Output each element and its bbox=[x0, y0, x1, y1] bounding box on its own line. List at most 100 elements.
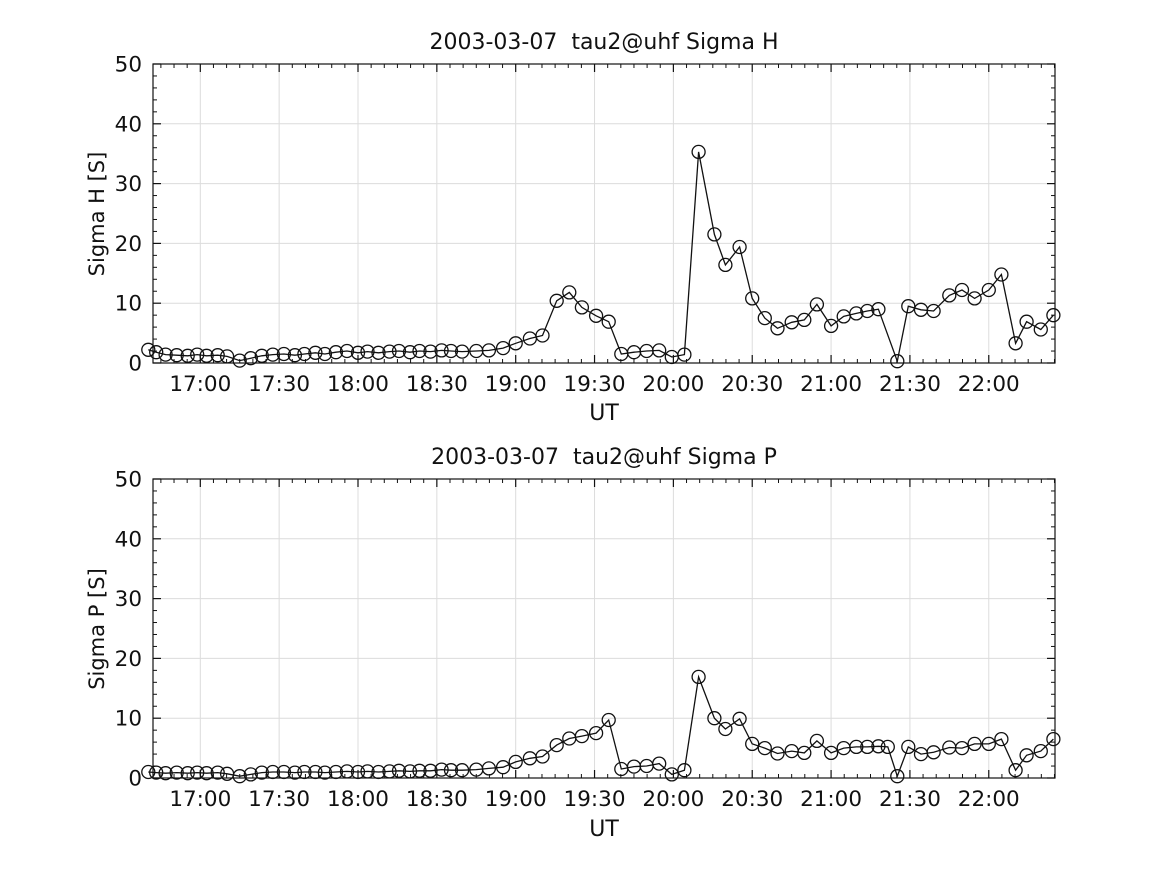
sigma-p-x-axis-label: UT bbox=[589, 817, 619, 842]
data-point-marker bbox=[880, 739, 895, 755]
data-point-marker bbox=[588, 725, 604, 741]
x-tick-label: 17:30 bbox=[248, 372, 310, 397]
data-point-marker bbox=[391, 763, 407, 778]
data-point-marker bbox=[926, 745, 941, 760]
data-point-marker bbox=[664, 767, 679, 782]
data-point-marker bbox=[691, 669, 706, 685]
data-point-marker bbox=[287, 765, 303, 780]
data-point-marker bbox=[967, 291, 982, 306]
data-point-marker bbox=[707, 711, 722, 726]
data-point-marker bbox=[562, 285, 577, 300]
data-point-marker bbox=[328, 345, 344, 360]
data-point-marker bbox=[860, 739, 875, 755]
sigma-p-title: 2003-03-07 tau2@uhf Sigma P bbox=[431, 445, 777, 470]
sigma-h-plot: 17:00 17:30 18:00 18:30 19:00 19:30 20:00 20:30… bbox=[115, 53, 1061, 397]
data-point-marker bbox=[254, 765, 269, 780]
data-point-marker bbox=[199, 766, 214, 781]
data-point-marker bbox=[149, 345, 164, 360]
data-point-marker bbox=[276, 346, 292, 362]
data-point-marker bbox=[707, 227, 722, 242]
y-tick-label: 10 bbox=[115, 292, 142, 317]
data-point-marker bbox=[169, 765, 184, 780]
data-point-marker bbox=[276, 764, 292, 780]
data-point-marker bbox=[601, 712, 616, 728]
x-tick-label: 20:00 bbox=[642, 787, 704, 812]
sigma-p-plot: 17:00 17:30 18:00 18:30 19:00 19:30 20:00 20:30… bbox=[115, 468, 1061, 812]
data-point-marker bbox=[549, 293, 564, 308]
y-tick-label: 50 bbox=[115, 53, 142, 78]
data-point-marker bbox=[942, 288, 957, 303]
x-tick-label: 19:00 bbox=[485, 787, 547, 812]
data-point-marker bbox=[890, 769, 905, 784]
data-point-marker bbox=[371, 764, 386, 780]
data-point-marker bbox=[141, 342, 156, 357]
x-tick-label: 20:30 bbox=[721, 372, 783, 397]
x-tick-label: 19:30 bbox=[564, 787, 626, 812]
y-tick-label: 0 bbox=[128, 352, 142, 377]
data-point-marker bbox=[1046, 308, 1061, 323]
data-point-marker bbox=[926, 303, 941, 319]
data-point-marker bbox=[210, 348, 225, 363]
data-point-marker bbox=[210, 765, 225, 780]
data-point-marker bbox=[232, 769, 247, 784]
data-point-marker bbox=[360, 764, 375, 779]
data-point-marker bbox=[443, 763, 459, 778]
data-point-marker bbox=[849, 306, 864, 321]
data-point-marker bbox=[297, 346, 312, 362]
data-point-marker bbox=[382, 344, 397, 359]
data-point-marker bbox=[1046, 731, 1061, 747]
data-point-marker bbox=[994, 267, 1009, 282]
data-point-marker bbox=[454, 344, 470, 359]
data-point-marker bbox=[601, 314, 616, 329]
data-point-marker bbox=[297, 764, 312, 780]
data-point-marker bbox=[308, 345, 323, 360]
data-point-marker bbox=[339, 764, 355, 779]
data-point-marker bbox=[677, 763, 692, 778]
axes-box bbox=[152, 63, 1056, 364]
y-tick-label: 20 bbox=[115, 232, 142, 257]
data-point-marker bbox=[652, 756, 667, 771]
data-point-marker bbox=[434, 762, 449, 777]
data-point-marker bbox=[391, 343, 407, 359]
data-point-marker bbox=[402, 345, 418, 360]
data-point-marker bbox=[243, 767, 258, 782]
data-line bbox=[148, 151, 1054, 364]
data-point-marker bbox=[265, 764, 280, 780]
data-point-marker bbox=[691, 144, 706, 160]
x-tick-label: 20:00 bbox=[642, 372, 704, 397]
x-tick-label: 17:30 bbox=[248, 787, 310, 812]
data-point-marker bbox=[574, 300, 590, 315]
data-point-marker bbox=[549, 737, 564, 753]
data-point-marker bbox=[190, 765, 205, 780]
data-point-marker bbox=[770, 746, 785, 761]
data-point-marker bbox=[232, 353, 247, 368]
data-point-marker bbox=[412, 343, 427, 359]
data-point-marker bbox=[158, 766, 173, 781]
data-point-marker bbox=[901, 739, 916, 755]
data-point-marker bbox=[402, 764, 418, 779]
data-point-marker bbox=[508, 336, 523, 351]
data-point-marker bbox=[265, 347, 280, 362]
data-point-marker bbox=[890, 354, 905, 369]
data-point-marker bbox=[141, 764, 156, 780]
data-point-marker bbox=[317, 346, 333, 362]
y-tick-label: 20 bbox=[115, 647, 142, 672]
x-tick-label: 17:00 bbox=[169, 372, 231, 397]
data-point-marker bbox=[718, 257, 733, 273]
data-point-marker bbox=[745, 736, 760, 752]
data-point-marker bbox=[254, 348, 269, 363]
data-point-marker bbox=[757, 310, 772, 326]
data-point-marker bbox=[382, 764, 397, 779]
data-point-marker bbox=[954, 282, 970, 298]
data-point-marker bbox=[588, 308, 604, 323]
data-point-marker bbox=[190, 347, 205, 362]
data-point-marker bbox=[574, 728, 590, 744]
data-point-marker bbox=[535, 749, 550, 764]
data-point-marker bbox=[508, 754, 523, 770]
x-tick-label: 22:00 bbox=[958, 787, 1020, 812]
data-point-marker bbox=[860, 303, 875, 319]
data-point-marker bbox=[797, 745, 812, 761]
x-tick-label: 18:30 bbox=[406, 787, 468, 812]
x-tick-label: 20:30 bbox=[721, 787, 783, 812]
